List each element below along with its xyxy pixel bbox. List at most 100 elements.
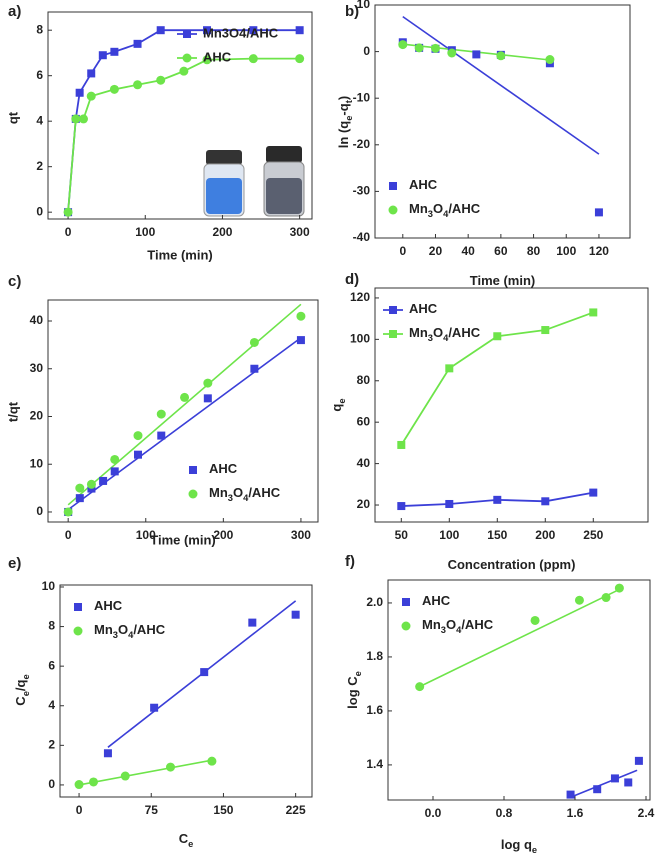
y-tick-label: 6: [36, 68, 43, 82]
data-point: [430, 43, 440, 53]
y-tick-label: 2: [36, 159, 43, 173]
y-tick-label: 40: [357, 456, 371, 470]
data-point: [63, 507, 73, 517]
data-point: [156, 409, 166, 419]
legend-marker: [389, 330, 397, 338]
legend-marker: [183, 30, 191, 38]
data-point: [156, 26, 165, 35]
data-point: [248, 618, 257, 627]
y-tick-label: 60: [357, 414, 371, 428]
x-tick-label: 250: [583, 528, 603, 542]
panel-label: d): [345, 271, 359, 288]
legend-label: AHC: [203, 49, 232, 64]
data-point: [120, 771, 130, 781]
x-axis-label: Time (min): [150, 532, 216, 547]
vial-liquid: [206, 178, 242, 214]
x-tick-label: 200: [213, 528, 233, 542]
data-point: [566, 790, 575, 799]
y-tick-label: 8: [36, 22, 43, 36]
data-point: [397, 502, 406, 511]
data-point: [200, 668, 209, 677]
plot-frame: [47, 11, 313, 220]
data-point: [295, 54, 305, 64]
data-point: [133, 80, 143, 90]
x-axis-label: Time (min): [470, 273, 536, 288]
data-point: [156, 75, 166, 85]
data-point: [589, 308, 598, 317]
y-axis-label: log Ce: [345, 671, 363, 709]
x-tick-label: 75: [145, 803, 159, 817]
data-point: [79, 114, 89, 124]
data-point: [203, 378, 213, 388]
x-tick-label: 120: [589, 244, 609, 258]
y-tick-label: 0: [48, 777, 55, 791]
y-tick-label: 2.0: [366, 595, 383, 609]
data-point: [180, 392, 190, 402]
legend-marker: [189, 466, 197, 474]
y-tick-label: 80: [357, 373, 371, 387]
x-tick-label: 225: [286, 803, 306, 817]
x-tick-label: 40: [461, 244, 475, 258]
x-tick-label: 0: [399, 244, 406, 258]
data-point: [75, 483, 85, 493]
y-tick-label: 0: [36, 204, 43, 218]
x-tick-label: 150: [487, 528, 507, 542]
data-point: [397, 440, 406, 449]
y-tick-label: 10: [30, 456, 44, 470]
data-point: [249, 26, 258, 35]
x-tick-label: 0.8: [496, 806, 513, 820]
data-point: [75, 88, 84, 97]
legend-label: Mn3O4/AHC: [422, 617, 494, 635]
y-tick-label: 10: [357, 0, 371, 11]
legend-marker: [389, 306, 397, 314]
legend-label: AHC: [409, 301, 438, 316]
data-point: [110, 467, 119, 476]
data-point: [493, 332, 502, 341]
data-point: [157, 431, 166, 440]
data-point: [610, 774, 619, 783]
data-point: [87, 69, 96, 78]
panel: f) log Ce log qe 1.4 1.6 1.8 2.0 0.0 0.8 1.6 2.4 AH…: [345, 553, 655, 856]
fit-line: [67, 303, 302, 506]
data-point: [63, 207, 73, 217]
x-axis-label: Time (min): [147, 247, 213, 262]
panel-label: e): [8, 555, 21, 572]
data-point: [98, 51, 107, 60]
data-point: [472, 50, 481, 59]
y-tick-label: 20: [357, 497, 371, 511]
legend-label: AHC: [409, 177, 438, 192]
fit-line: [570, 769, 638, 799]
plot-frame: [387, 579, 651, 801]
panel-label: b): [345, 3, 359, 20]
x-tick-label: 50: [395, 528, 409, 542]
y-tick-label: 4: [36, 113, 43, 127]
data-point: [109, 84, 119, 94]
data-point: [202, 55, 212, 65]
legend-label: Mn3O4/AHC: [94, 622, 166, 640]
data-point: [110, 454, 120, 464]
inset-photo: [203, 146, 305, 217]
data-point: [249, 337, 259, 347]
data-point: [398, 40, 408, 50]
x-tick-label: 1.6: [567, 806, 584, 820]
data-point: [74, 780, 84, 790]
data-point: [601, 593, 611, 603]
data-point: [496, 51, 506, 61]
plot-frame: [374, 4, 631, 239]
x-tick-label: 300: [291, 528, 311, 542]
y-tick-label: 10: [42, 579, 56, 593]
data-point: [291, 610, 300, 619]
legend-marker: [402, 598, 410, 606]
x-tick-label: 80: [527, 244, 541, 258]
x-tick-label: 200: [212, 225, 232, 239]
fit-line: [402, 15, 600, 155]
panel: e) Ce/qe Ce 0 2 4 6 8 10 0 75 150 225 AHC Mn3O4/AHC: [8, 555, 313, 849]
y-tick-label: 0: [36, 504, 43, 518]
data-point: [634, 756, 643, 765]
x-tick-label: 150: [213, 803, 233, 817]
fit-line: [78, 759, 213, 786]
y-tick-label: 1.4: [366, 757, 383, 771]
x-tick-label: 300: [290, 225, 310, 239]
data-point: [296, 311, 306, 321]
